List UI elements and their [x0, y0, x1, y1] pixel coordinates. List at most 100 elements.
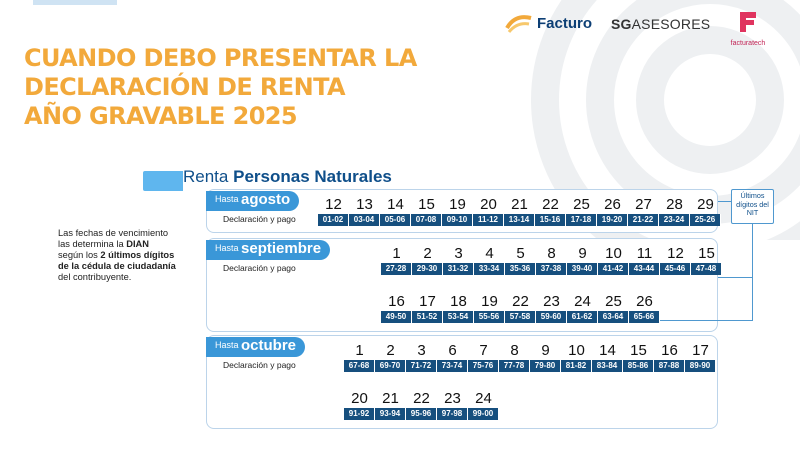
day-number: 24	[475, 390, 492, 407]
day-number: 22	[413, 390, 430, 407]
day-number: 28	[666, 196, 683, 213]
date-cell: 16 49-50	[381, 292, 412, 323]
date-cell: 10 41-42	[598, 244, 629, 275]
date-cell: 20 11-12	[473, 195, 504, 226]
section-tab-marker	[143, 171, 183, 191]
nit-digits-range: 83-84	[592, 360, 623, 372]
day-number: 3	[454, 245, 463, 262]
day-number: 29	[697, 196, 714, 213]
nit-digits-range: 75-76	[468, 360, 499, 372]
date-cell: 23 97-98	[437, 389, 468, 420]
nit-digits-range: 35-36	[505, 263, 536, 275]
date-cell: 23 59-60	[536, 292, 567, 323]
day-number: 2	[386, 342, 395, 359]
date-cell: 22 15-16	[535, 195, 566, 226]
day-number: 23	[543, 293, 560, 310]
day-number: 22	[512, 293, 529, 310]
nit-digits-range: 39-40	[567, 263, 598, 275]
day-number: 5	[516, 245, 525, 262]
top-accent-bar	[33, 0, 117, 5]
day-number: 16	[661, 342, 678, 359]
date-cell: 16 87-88	[654, 341, 685, 372]
date-cell: 29 25-26	[690, 195, 721, 226]
date-cell: 5 35-36	[505, 244, 536, 275]
nit-digits-range: 87-88	[654, 360, 685, 372]
nit-digits-range: 29-30	[412, 263, 443, 275]
day-number: 14	[599, 342, 616, 359]
date-cell: 22 95-96	[406, 389, 437, 420]
day-number: 27	[635, 196, 652, 213]
intro-part-1: Las fechas de vencimiento las determina …	[58, 228, 169, 249]
nit-digits-range: 51-52	[412, 311, 443, 323]
nit-digits-range: 43-44	[629, 263, 660, 275]
nit-digits-range: 93-94	[375, 408, 406, 420]
day-number: 6	[448, 342, 457, 359]
date-cell: 12 01-02	[318, 195, 349, 226]
month-hasta-label: Hasta	[215, 194, 242, 204]
month-tag-septiembre: Hasta septiembre	[206, 240, 331, 260]
intro-text: Las fechas de vencimiento las determina …	[58, 228, 176, 283]
date-cell: 1 27-28	[381, 244, 412, 275]
day-number: 26	[604, 196, 621, 213]
page-title: CUANDO DEBO PRESENTAR LA DECLARACIÓN DE …	[24, 44, 454, 131]
nit-digits-range: 63-64	[598, 311, 629, 323]
month-name: septiembre	[241, 240, 322, 257]
intro-dian: DIAN	[126, 239, 149, 249]
date-cell: 10 81-82	[561, 341, 592, 372]
day-number: 10	[568, 342, 585, 359]
day-number: 19	[481, 293, 498, 310]
nit-digits-range: 27-28	[381, 263, 412, 275]
day-number: 17	[419, 293, 436, 310]
day-number: 12	[667, 245, 684, 262]
month-tag-octubre: Hasta octubre	[206, 337, 306, 357]
declaracion-pago-label: Declaración y pago	[223, 263, 296, 273]
sgs-logo-name: ASESORES	[631, 16, 711, 32]
day-number: 18	[450, 293, 467, 310]
nit-digits-range: 41-42	[598, 263, 629, 275]
section-prefix: Renta	[183, 167, 229, 186]
nit-digits-range: 13-14	[504, 214, 535, 226]
nit-digits-range: 11-12	[473, 214, 504, 226]
day-number: 15	[698, 245, 715, 262]
connector-line	[718, 277, 753, 278]
day-number: 17	[692, 342, 709, 359]
date-cell: 15 47-48	[691, 244, 722, 275]
connector-line	[752, 224, 753, 320]
nit-digits-range: 09-10	[442, 214, 473, 226]
day-number: 13	[356, 196, 373, 213]
title-line-3: AÑO GRAVABLE 2025	[24, 102, 298, 130]
nit-digits-range: 91-92	[344, 408, 375, 420]
nit-digits-range: 19-20	[597, 214, 628, 226]
nit-digits-range: 07-08	[411, 214, 442, 226]
intro-digits: 2 últimos dígitos de la cédula de ciudad…	[58, 250, 176, 271]
date-cell: 13 03-04	[349, 195, 380, 226]
date-cell: 3 71-72	[406, 341, 437, 372]
day-number: 24	[574, 293, 591, 310]
day-number: 12	[325, 196, 342, 213]
date-cell: 3 31-32	[443, 244, 474, 275]
nit-digits-range: 95-96	[406, 408, 437, 420]
date-cell: 21 93-94	[375, 389, 406, 420]
day-number: 19	[449, 196, 466, 213]
title-line-1: CUANDO DEBO PRESENTAR LA	[24, 44, 417, 72]
date-cell: 18 53-54	[443, 292, 474, 323]
date-cell: 22 57-58	[505, 292, 536, 323]
date-cell: 15 85-86	[623, 341, 654, 372]
nit-digits-range: 53-54	[443, 311, 474, 323]
nit-digits-range: 69-70	[375, 360, 406, 372]
day-number: 21	[382, 390, 399, 407]
date-cell: 15 07-08	[411, 195, 442, 226]
date-cell: 17 51-52	[412, 292, 443, 323]
day-number: 15	[418, 196, 435, 213]
day-number: 9	[541, 342, 550, 359]
section-bold: Personas Naturales	[233, 167, 392, 186]
nit-digits-range: 37-38	[536, 263, 567, 275]
date-cell: 26 19-20	[597, 195, 628, 226]
nit-digits-range: 05-06	[380, 214, 411, 226]
facturatech-mark-icon	[740, 12, 756, 32]
nit-digits-range: 97-98	[437, 408, 468, 420]
date-cell: 20 91-92	[344, 389, 375, 420]
connector-line	[718, 201, 731, 202]
sgs-logo-prefix: SG	[611, 16, 632, 32]
day-number: 8	[510, 342, 519, 359]
